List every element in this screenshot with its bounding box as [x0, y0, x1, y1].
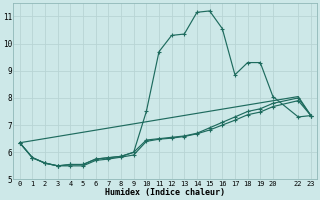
X-axis label: Humidex (Indice chaleur): Humidex (Indice chaleur) — [105, 188, 225, 197]
